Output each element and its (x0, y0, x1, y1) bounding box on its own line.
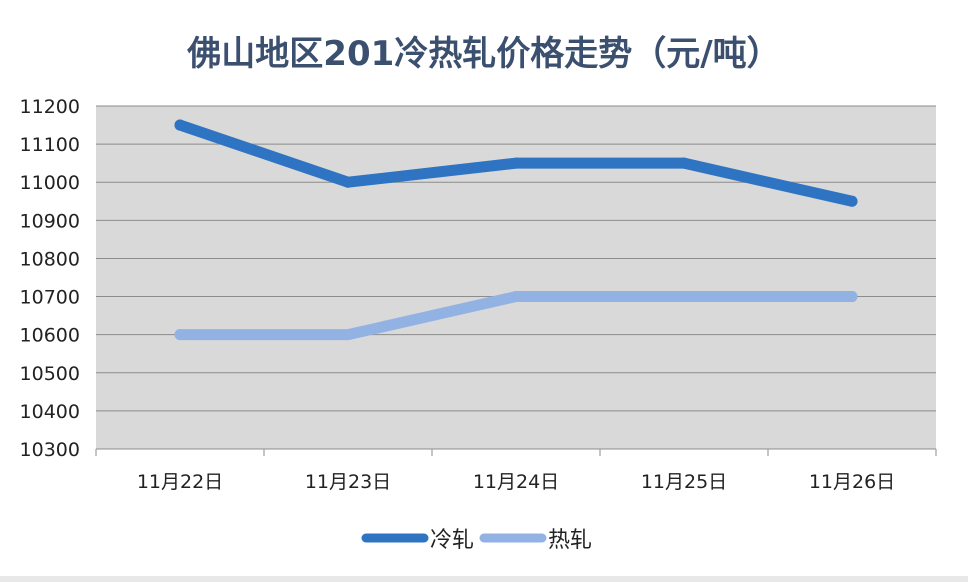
plot-area (96, 106, 936, 449)
y-tick-label: 10500 (20, 363, 80, 385)
y-tick-label: 11000 (20, 172, 80, 194)
y-tick-label: 10700 (20, 287, 80, 309)
data-point (846, 291, 858, 303)
x-tick-label: 11月26日 (809, 471, 895, 493)
y-tick-label: 10400 (20, 401, 80, 423)
data-point (342, 176, 354, 188)
data-point (846, 195, 858, 207)
data-point (174, 329, 186, 341)
data-point (174, 119, 186, 131)
data-point (678, 291, 690, 303)
data-point (510, 291, 522, 303)
data-point (342, 329, 354, 341)
data-point (510, 157, 522, 169)
y-axis-ticks: 11200 11100 11000 10900 10800 10700 10600 10500… (20, 96, 80, 461)
legend: 冷轧 热轧 (361, 528, 592, 553)
y-tick-label: 10300 (20, 439, 80, 461)
y-tick-label: 10900 (20, 210, 80, 232)
y-tick-label: 10800 (20, 248, 80, 270)
y-tick-label: 11100 (20, 134, 80, 156)
bottom-edge (0, 576, 968, 582)
x-tick-label: 11月23日 (305, 471, 391, 493)
watermark-text: 头条 @永穗管业 (789, 541, 950, 566)
y-tick-label: 10600 (20, 325, 80, 347)
x-tick-label: 11月22日 (137, 471, 223, 493)
data-point (678, 157, 690, 169)
y-tick-label: 11200 (20, 96, 80, 118)
legend-label-cold-rolled: 冷轧 (430, 528, 474, 553)
x-tick-label: 11月25日 (641, 471, 727, 493)
legend-label-hot-rolled: 热轧 (548, 528, 592, 553)
chart-title: 佛山地区201冷热轧价格走势（元/吨） (186, 34, 780, 74)
series-lines (174, 119, 858, 341)
x-axis-ticks: 11月22日 11月23日 11月24日 11月25日 11月26日 (95, 449, 937, 493)
x-tick-label: 11月24日 (473, 471, 559, 493)
